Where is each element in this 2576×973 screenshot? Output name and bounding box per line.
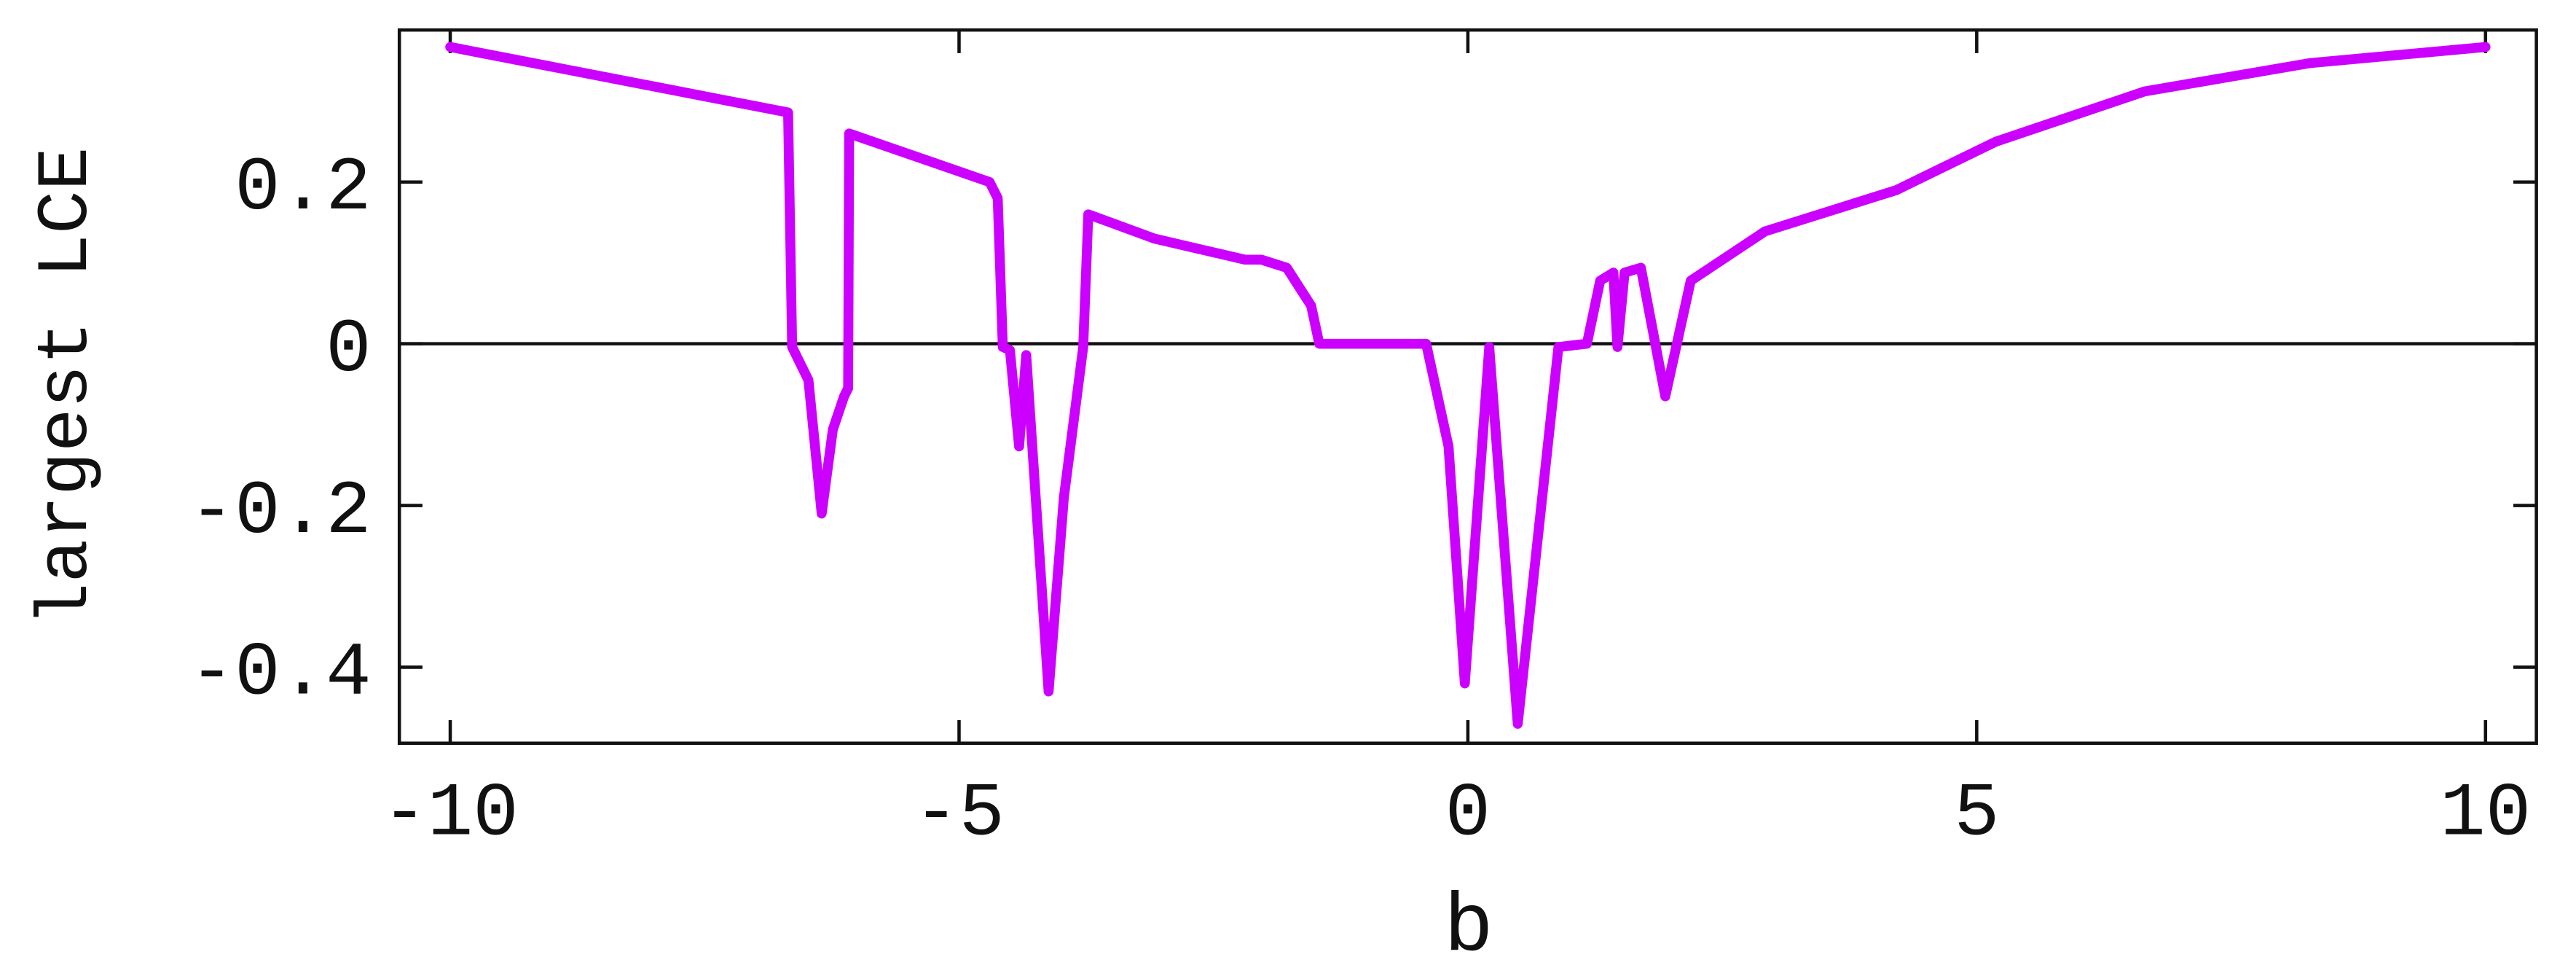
data-line (445, 42, 2491, 729)
x-tick-label: -5 (914, 771, 1005, 857)
y-tick-label: -0.2 (189, 469, 372, 555)
x-tick-label: -10 (382, 771, 519, 857)
x-tick-label: 0 (1445, 771, 1491, 857)
x-tick-label: 10 (2440, 771, 2531, 857)
y-tick-label: 0 (326, 308, 372, 394)
y-axis-label: largest LCE (25, 147, 108, 627)
y-tick-label: -0.4 (189, 631, 372, 717)
x-tick-label: 5 (1954, 771, 2000, 857)
x-axis-label: b (1444, 882, 1493, 973)
y-tick-label: 0.2 (235, 146, 372, 232)
